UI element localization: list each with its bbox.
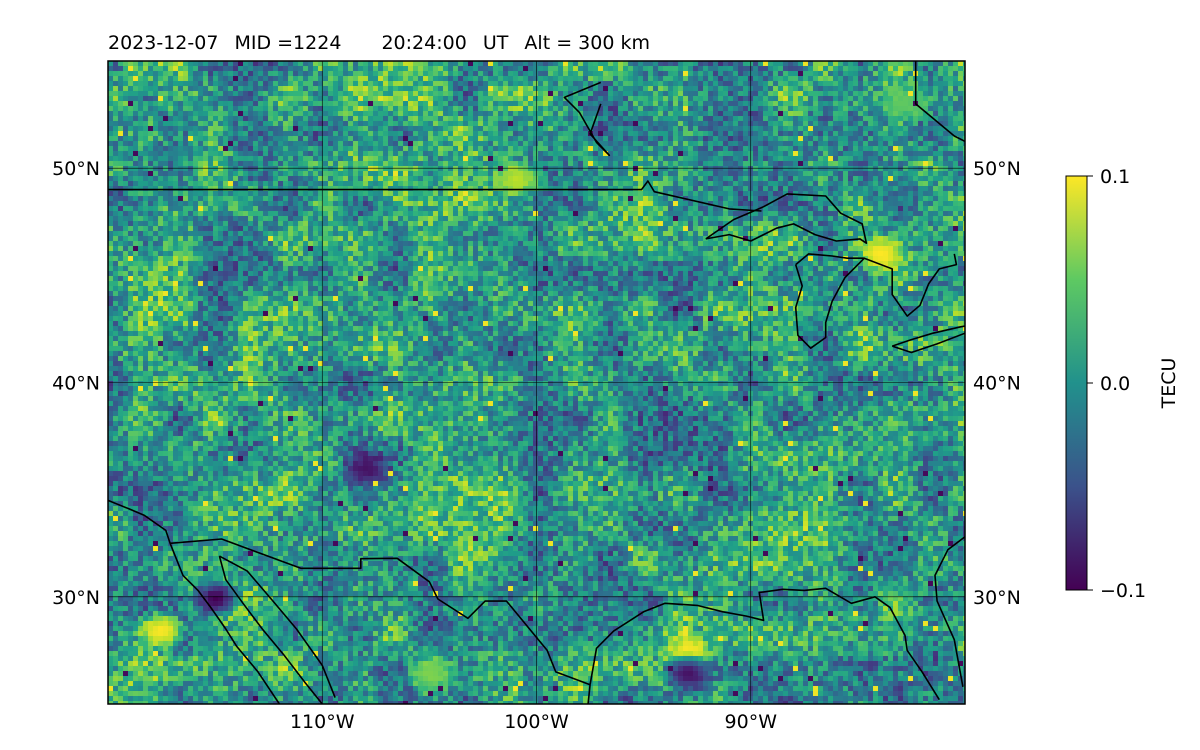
title-time: 20:24:00 bbox=[381, 32, 466, 54]
map-panel[interactable] bbox=[108, 61, 986, 725]
lon-tick-label: 100°W bbox=[504, 711, 569, 733]
title-mid: MID =1224 bbox=[234, 32, 341, 54]
colorbar: 0.1 0.0 −0.1 TECU bbox=[1066, 166, 1180, 602]
lat-tick-label-right: 30°N bbox=[973, 587, 1021, 609]
lon-tick-label: 90°W bbox=[725, 711, 778, 733]
lat-tick-label-right: 50°N bbox=[973, 158, 1021, 180]
tec-heatmap bbox=[108, 61, 968, 706]
colorbar-tick-label: 0.0 bbox=[1100, 373, 1130, 395]
lat-tick-label-left: 40°N bbox=[52, 373, 100, 395]
colorbar-ticks: 0.1 0.0 −0.1 bbox=[1087, 166, 1146, 602]
colorbar-tick-label: −0.1 bbox=[1100, 580, 1146, 602]
title-alt: Alt = 300 km bbox=[524, 32, 650, 54]
title-date: 2023-12-07 bbox=[108, 32, 218, 54]
lat-tick-label-left: 30°N bbox=[52, 587, 100, 609]
title-ut: UT bbox=[483, 32, 509, 54]
map-title: 2023-12-07 MID =1224 20:24:00 UT Alt = 3… bbox=[108, 32, 650, 54]
colorbar-gradient bbox=[1066, 176, 1087, 590]
colorbar-label: TECU bbox=[1158, 358, 1180, 410]
lat-tick-label-right: 40°N bbox=[973, 373, 1021, 395]
colorbar-tick-label: 0.1 bbox=[1100, 166, 1130, 188]
lat-tick-label-left: 50°N bbox=[52, 158, 100, 180]
longitude-ticks: 110°W 100°W 90°W bbox=[290, 711, 777, 733]
lon-tick-label: 110°W bbox=[290, 711, 355, 733]
